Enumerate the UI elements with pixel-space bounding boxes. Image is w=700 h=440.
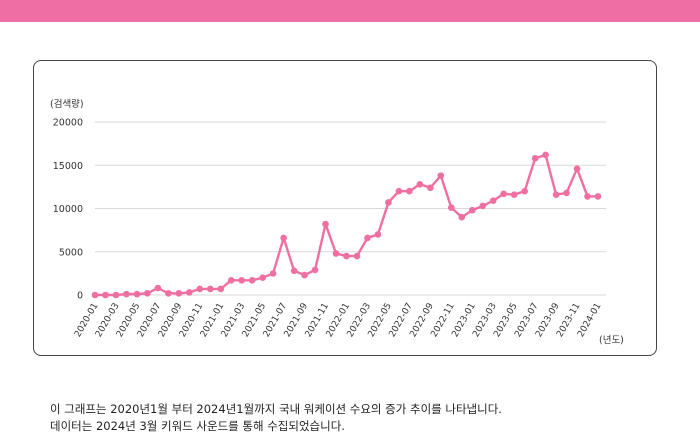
- chart-card: (검색량) (년도) 0 5000 10000 15000 20000 2020-01 20…: [33, 60, 657, 356]
- series-line: [95, 153, 598, 297]
- data-point: [165, 289, 172, 297]
- x-axis-label: (년도): [599, 335, 624, 346]
- data-point: [269, 270, 277, 277]
- data-point: [217, 285, 225, 293]
- data-point: [353, 252, 361, 260]
- data-point: [364, 234, 371, 242]
- data-point: [322, 220, 329, 228]
- data-point: [186, 289, 193, 296]
- data-point: [144, 289, 151, 297]
- data-point: [468, 206, 476, 214]
- header-bar: [0, 0, 700, 22]
- data-point: [311, 266, 319, 274]
- data-point: [500, 190, 507, 198]
- data-point: [133, 290, 141, 298]
- data-point: [542, 151, 549, 159]
- data-point: [416, 180, 424, 188]
- data-point: [427, 184, 434, 192]
- y-tick-label: 15000: [53, 161, 83, 172]
- data-point: [447, 204, 455, 211]
- data-point: [563, 189, 570, 197]
- y-tick-label: 0: [77, 291, 83, 302]
- caption-line-1: 이 그래프는 2020년1월 부터 2024년1월까지 국내 워케이션 수요의 …: [50, 402, 502, 416]
- data-point: [531, 155, 539, 162]
- data-point: [227, 276, 235, 284]
- y-tick-label: 10000: [53, 204, 83, 215]
- data-point: [290, 267, 298, 275]
- data-point: [301, 271, 308, 279]
- chart-caption: 이 그래프는 2020년1월 부터 2024년1월까지 국내 워케이션 수요의 …: [50, 401, 670, 435]
- data-point: [123, 290, 130, 298]
- data-point: [206, 285, 214, 293]
- data-point: [343, 252, 350, 260]
- data-point: [238, 276, 246, 284]
- data-point: [510, 191, 518, 198]
- data-point: [479, 202, 487, 210]
- data-point: [91, 291, 99, 299]
- data-point: [259, 274, 266, 281]
- data-point: [584, 193, 591, 200]
- data-point: [594, 193, 602, 200]
- y-tick-label: 5000: [59, 247, 83, 258]
- data-point: [573, 165, 581, 173]
- data-point: [102, 291, 109, 299]
- data-point: [489, 197, 497, 205]
- data-point: [175, 289, 183, 297]
- data-point: [406, 187, 413, 195]
- data-point: [437, 172, 445, 179]
- data-point: [395, 187, 403, 195]
- y-tick-label: 20000: [53, 118, 83, 129]
- line-chart: (검색량) (년도) 050001000015000200002020-0120…: [50, 98, 624, 346]
- data-point: [280, 234, 287, 242]
- data-point: [332, 250, 340, 257]
- data-point: [112, 291, 120, 299]
- data-point: [552, 191, 560, 198]
- data-point: [458, 213, 466, 221]
- data-point: [521, 187, 528, 195]
- data-point: [196, 285, 204, 293]
- data-point: [374, 231, 382, 238]
- y-axis-label: (검색량): [50, 98, 84, 110]
- data-point: [248, 276, 256, 284]
- caption-line-2: 데이터는 2024년 3월 키워드 사운드를 통해 수집되었습니다.: [50, 419, 345, 433]
- data-point: [154, 284, 162, 292]
- data-point: [385, 199, 392, 206]
